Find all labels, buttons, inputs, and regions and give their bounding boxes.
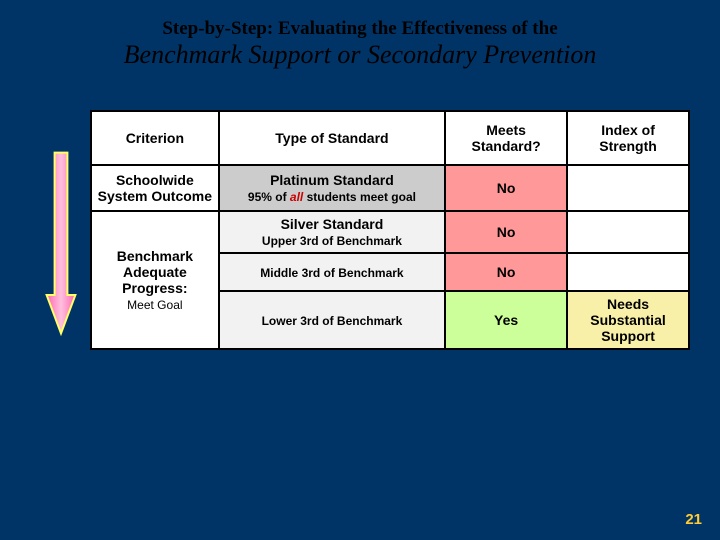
title-line1: Step-by-Step: Evaluating the Effectivene…	[40, 18, 680, 40]
type-platinum: Platinum Standard 95% of all students me…	[219, 165, 445, 211]
platinum-sub: 95% of all students meet goal	[224, 190, 440, 204]
benchmark-sub: Meet Goal	[96, 298, 214, 312]
type-lower: Lower 3rd of Benchmark	[219, 291, 445, 349]
type-middle: Middle 3rd of Benchmark	[219, 253, 445, 291]
meets-middle: No	[445, 253, 567, 291]
header-row: Criterion Type of Standard Meets Standar…	[91, 111, 689, 165]
meets-silver: No	[445, 211, 567, 253]
type-silver: Silver Standard Upper 3rd of Benchmark	[219, 211, 445, 253]
silver-label: Silver Standard	[224, 216, 440, 232]
meets-lower: Yes	[445, 291, 567, 349]
header-type: Type of Standard	[219, 111, 445, 165]
evaluation-table: Criterion Type of Standard Meets Standar…	[90, 110, 690, 350]
index-silver	[567, 211, 689, 253]
title-line2: Benchmark Support or Secondary Preventio…	[40, 40, 680, 70]
slide-title: Step-by-Step: Evaluating the Effectivene…	[0, 0, 720, 76]
middle-sub: Middle 3rd of Benchmark	[224, 260, 440, 286]
lower-sub: Lower 3rd of Benchmark	[224, 308, 440, 334]
benchmark-main: Benchmark Adequate Progress:	[117, 248, 193, 296]
row-schoolwide: Schoolwide System Outcome Platinum Stand…	[91, 165, 689, 211]
header-meets: Meets Standard?	[445, 111, 567, 165]
meets-schoolwide: No	[445, 165, 567, 211]
header-index: Index of Strength	[567, 111, 689, 165]
index-lower: Needs Substantial Support	[567, 291, 689, 349]
header-criterion: Criterion	[91, 111, 219, 165]
criterion-benchmark: Benchmark Adequate Progress: Meet Goal	[91, 211, 219, 349]
down-arrow-icon	[45, 128, 77, 358]
evaluation-table-wrapper: Criterion Type of Standard Meets Standar…	[90, 110, 690, 350]
page-number: 21	[685, 511, 702, 528]
index-schoolwide	[567, 165, 689, 211]
platinum-label: Platinum Standard	[224, 172, 440, 188]
criterion-schoolwide: Schoolwide System Outcome	[91, 165, 219, 211]
row-silver: Benchmark Adequate Progress: Meet Goal S…	[91, 211, 689, 253]
index-middle	[567, 253, 689, 291]
silver-sub: Upper 3rd of Benchmark	[224, 234, 440, 248]
